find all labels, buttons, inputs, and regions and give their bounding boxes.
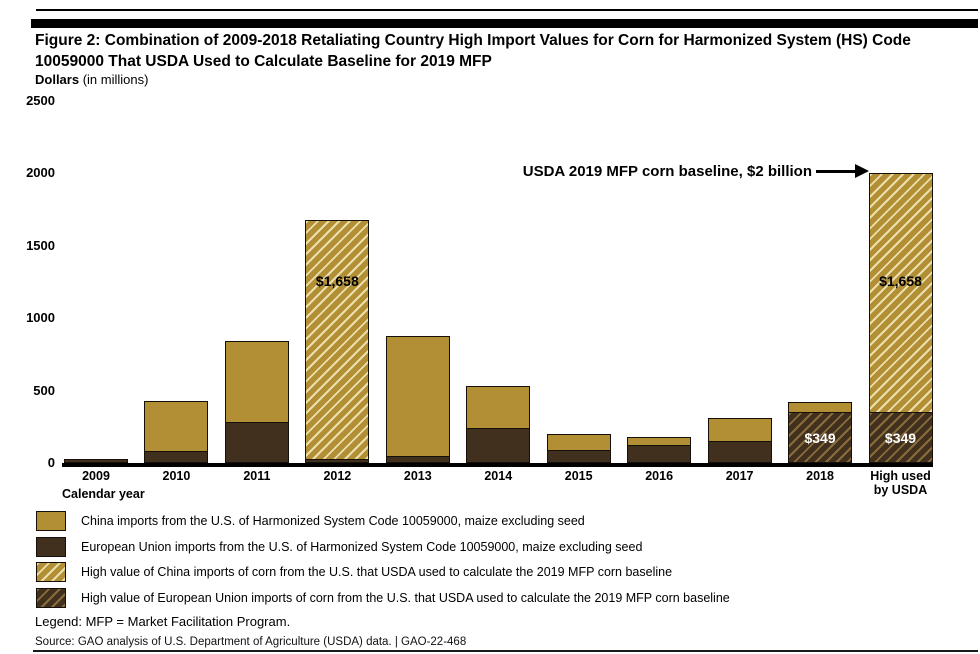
figure-title: Figure 2: Combination of 2009-2018 Retal… xyxy=(35,31,960,73)
bar-high-used-by-usda xyxy=(868,173,933,463)
y-tick-2000: 2000 xyxy=(26,165,55,181)
x-tick-2013: 2013 xyxy=(403,469,432,483)
baseline-annotation-text: USDA 2019 MFP corn baseline, $2 billion xyxy=(522,163,812,180)
legend-item-eu: European Union imports from the U.S. of … xyxy=(36,536,730,557)
bar-segment-china-high-2012 xyxy=(305,220,370,460)
bar-2009 xyxy=(64,459,128,463)
x-tick-2017: 2017 xyxy=(725,469,754,483)
legend-item-china-hatch: High value of China imports of corn from… xyxy=(36,562,730,582)
y-tick-500: 500 xyxy=(33,382,55,398)
x-tick-2014: 2014 xyxy=(484,469,513,483)
bar-segment-eu-2012 xyxy=(305,459,370,463)
bar-segment-eu-high-2018 xyxy=(788,412,853,463)
bar-segment-eu-2013 xyxy=(385,456,450,463)
bar-2010 xyxy=(144,401,209,463)
y-tick-0: 0 xyxy=(47,455,55,470)
bar-segment-eu-high-high-used-by-usda xyxy=(868,412,933,463)
bar-2017 xyxy=(707,418,772,463)
figure-title-line1: Figure 2: Combination of 2009-2018 Retal… xyxy=(35,32,911,49)
bar-segment-eu-2015 xyxy=(546,450,611,463)
y-tick-1000: 1000 xyxy=(26,310,55,326)
bar-value-label-eu-2018: $349 xyxy=(804,429,836,446)
annotation-arrow-line xyxy=(816,170,857,173)
y-tick-1500: 1500 xyxy=(26,237,55,253)
bar-2012 xyxy=(305,220,370,463)
legend-label-china-hatch: High value of China imports of corn from… xyxy=(81,565,673,579)
bar-value-label-china-high-used-by-usda: $1,658 xyxy=(879,272,922,289)
bar-2015 xyxy=(546,434,611,463)
source-line: Source: GAO analysis of U.S. Department … xyxy=(35,636,467,648)
y-axis-units-qualifier: (in millions) xyxy=(79,72,149,87)
legend-swatch-eu-hatch xyxy=(36,587,66,608)
bar-segment-china-2013 xyxy=(385,336,450,457)
bar-2011 xyxy=(224,341,289,463)
legend-label-china: China imports from the U.S. of Harmonize… xyxy=(81,514,585,528)
y-tick-2500: 2500 xyxy=(26,93,55,108)
bar-segment-china-2017 xyxy=(707,418,772,442)
top-thin-rule xyxy=(36,9,978,11)
x-axis-title: Calendar year xyxy=(62,487,145,501)
bar-segment-china-2014 xyxy=(466,386,531,429)
y-axis-units: Dollars (in millions) xyxy=(35,72,148,87)
bar-2013 xyxy=(385,336,450,463)
bar-segment-china-2010 xyxy=(144,401,209,452)
legend-item-china: China imports from the U.S. of Harmonize… xyxy=(36,511,730,531)
bar-2016 xyxy=(627,437,692,463)
legend-note: Legend: MFP = Market Facilitation Progra… xyxy=(35,614,291,629)
bar-2014 xyxy=(466,386,531,463)
bar-segment-eu-2017 xyxy=(707,441,772,463)
plot-area: $1,658 $349 $1,658 $349 xyxy=(62,101,942,463)
legend-label-eu: European Union imports from the U.S. of … xyxy=(81,539,643,554)
annotation-arrowhead-icon xyxy=(855,164,869,178)
legend-swatch-china xyxy=(36,511,66,531)
bar-segment-eu-2010 xyxy=(144,451,209,463)
x-tick-2012: 2012 xyxy=(323,469,352,483)
bar-segment-china-high-high-used-by-usda xyxy=(868,173,933,413)
bar-value-label-eu-high-used-by-usda: $349 xyxy=(884,429,917,446)
x-tick-2018: 2018 xyxy=(806,469,834,483)
x-axis-line xyxy=(62,463,933,467)
chart-legend: China imports from the U.S. of Harmonize… xyxy=(36,511,730,613)
x-tick-high-used-by-usda: High used by USDA xyxy=(870,469,931,497)
bar-segment-china-2015 xyxy=(546,434,611,451)
x-tick-2015: 2015 xyxy=(564,469,593,483)
bar-segment-eu-2016 xyxy=(627,445,692,463)
bar-segment-eu-2011 xyxy=(224,422,289,463)
legend-swatch-china-hatch xyxy=(36,562,66,582)
x-tick-2010: 2010 xyxy=(162,469,191,483)
bar-value-label-china-2012: $1,658 xyxy=(315,272,359,289)
bottom-rule xyxy=(33,650,978,652)
x-tick-2011: 2011 xyxy=(243,469,271,483)
figure-title-line2: 10059000 That USDA Used to Calculate Bas… xyxy=(35,52,492,70)
top-thick-rule xyxy=(31,19,978,28)
bar-2018 xyxy=(788,402,853,463)
bar-segment-eu-2014 xyxy=(466,428,531,463)
bar-segment-china-2011 xyxy=(224,341,289,423)
x-tick-2009: 2009 xyxy=(82,469,110,483)
legend-label-eu-hatch: High value of European Union imports of … xyxy=(81,590,730,605)
y-axis-units-word: Dollars xyxy=(35,72,80,87)
legend-item-eu-hatch: High value of European Union imports of … xyxy=(36,587,730,608)
x-tick-2016: 2016 xyxy=(645,469,674,483)
legend-swatch-eu xyxy=(36,536,66,557)
bar-segment-eu-2009 xyxy=(64,459,128,463)
